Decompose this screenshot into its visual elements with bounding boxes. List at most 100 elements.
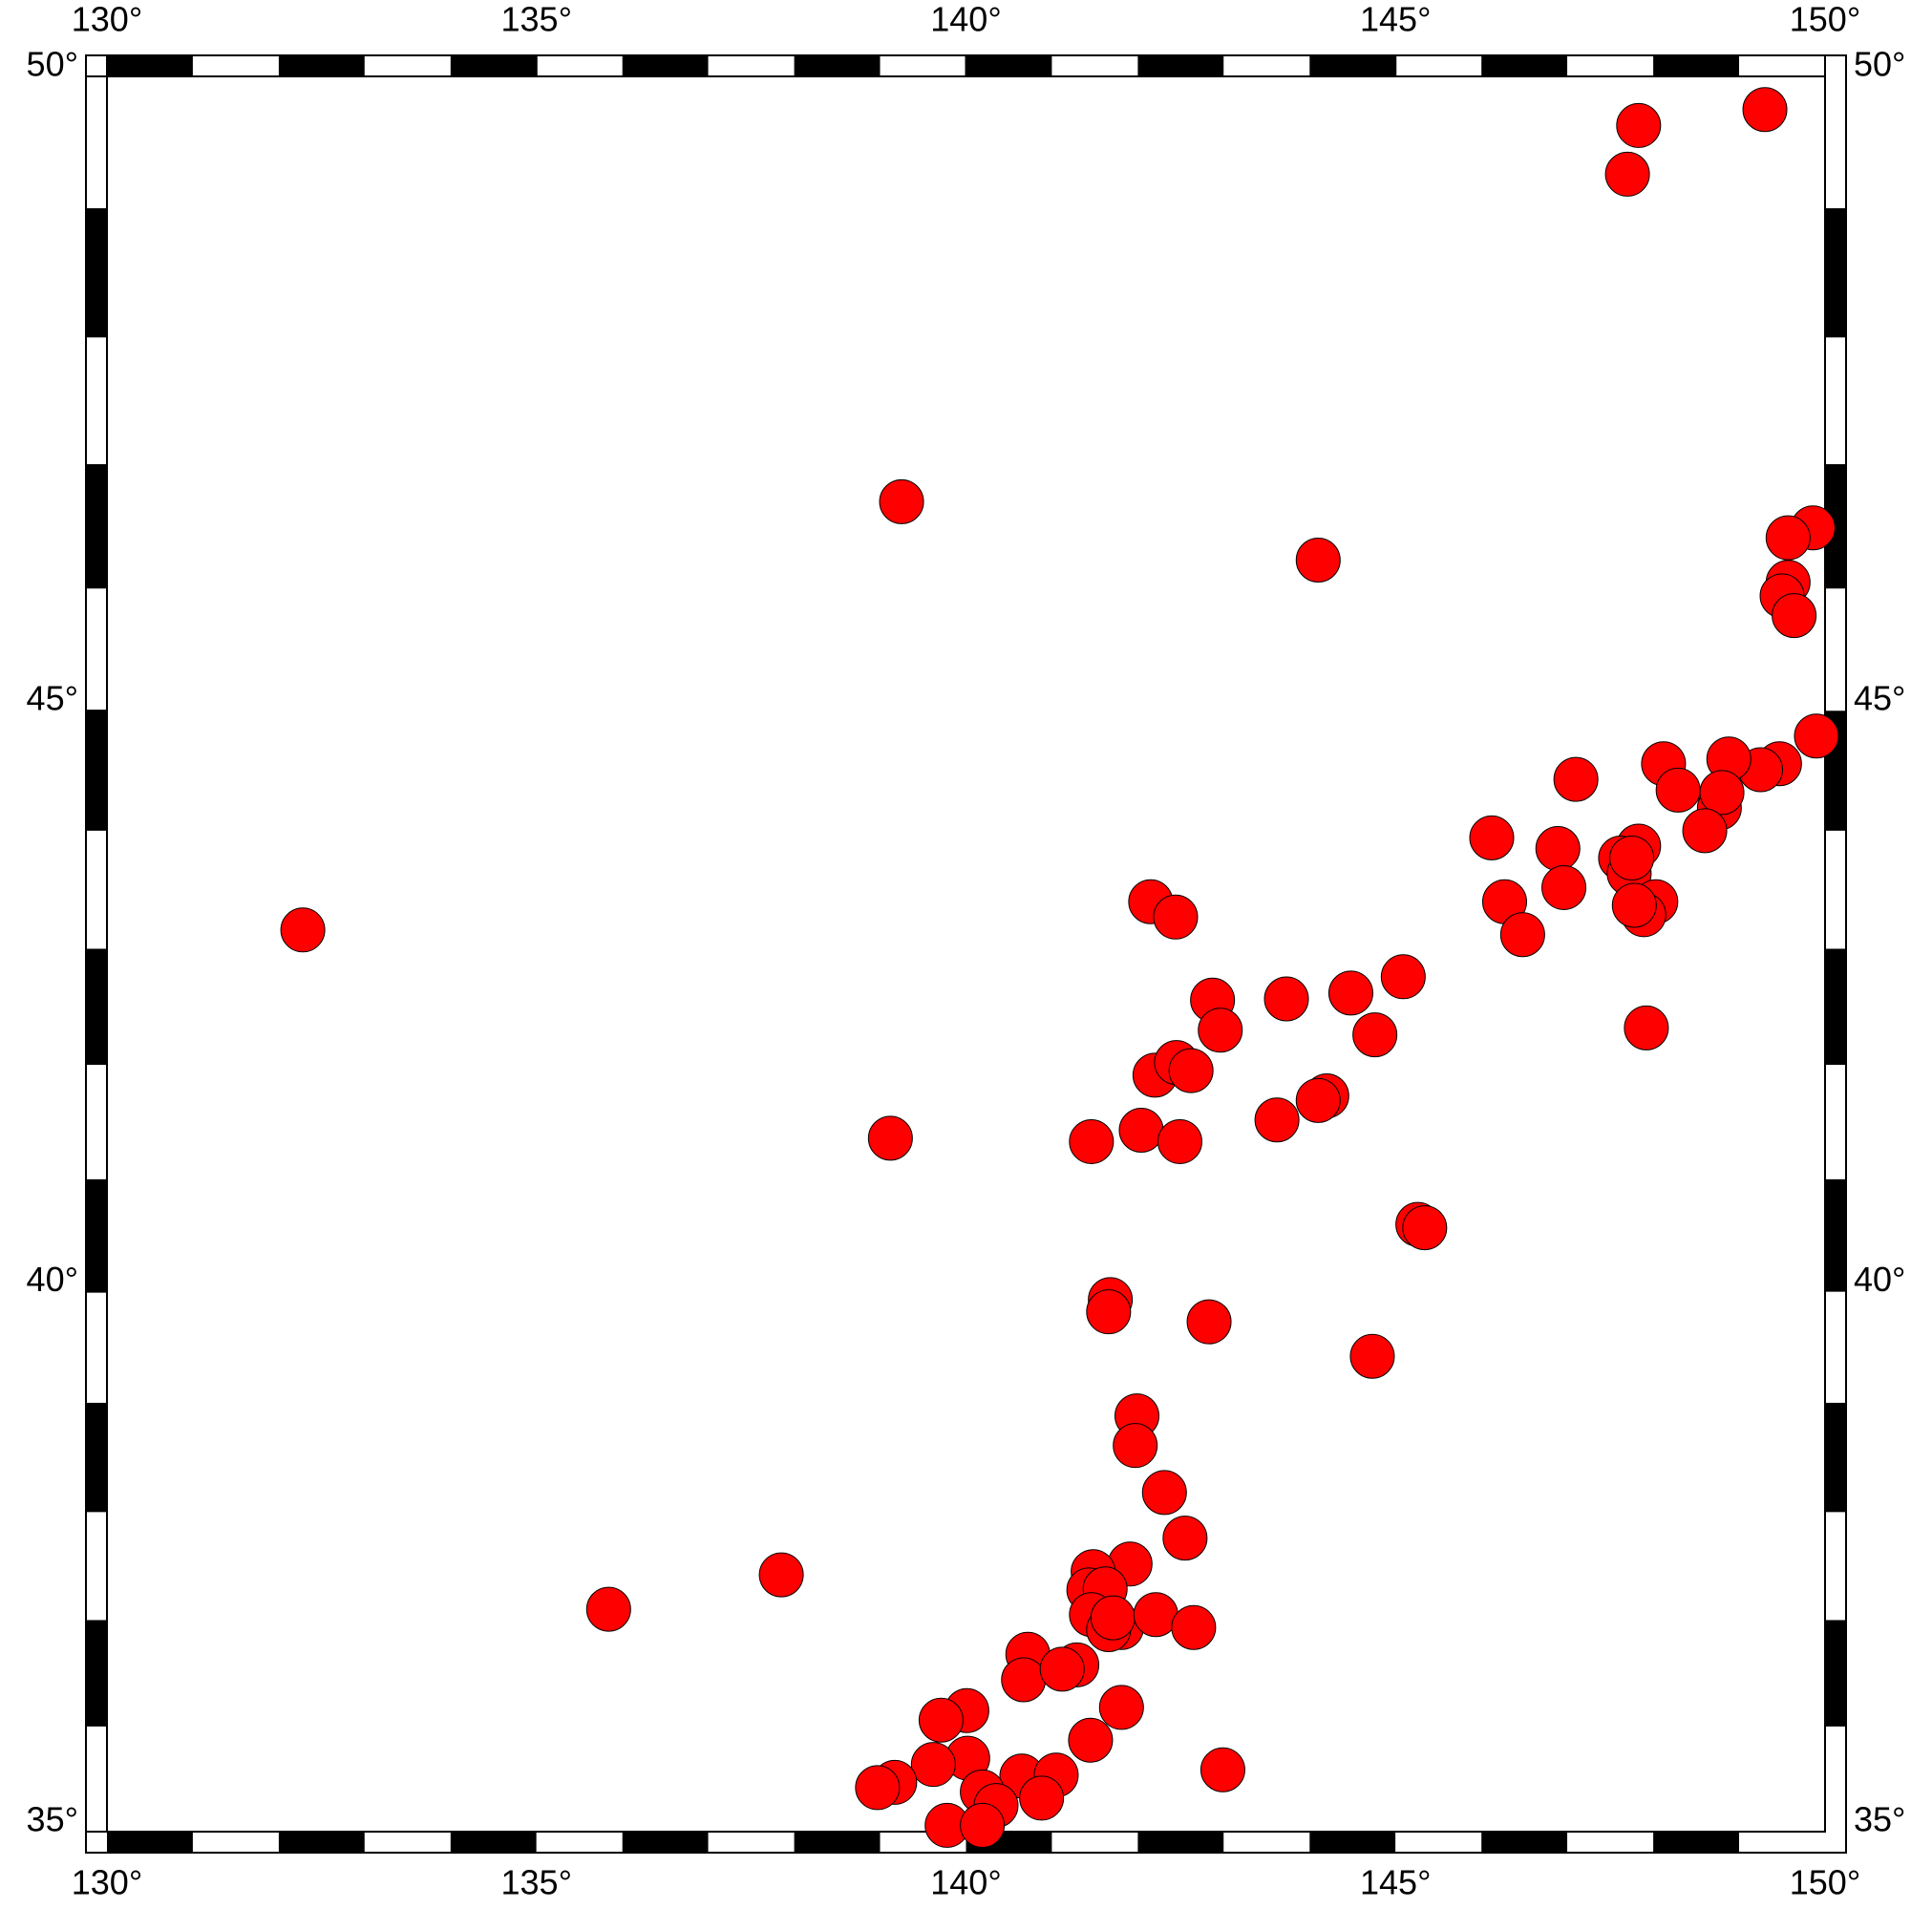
y-tick-label: 45° xyxy=(27,679,78,718)
x-tick-label: 145° xyxy=(1360,1863,1431,1902)
epicenter xyxy=(1541,864,1587,910)
frame-segment xyxy=(86,1512,107,1621)
epicenter xyxy=(1794,713,1839,759)
frame-segment xyxy=(1395,55,1482,76)
epicenter xyxy=(1118,1107,1164,1153)
epicenter xyxy=(1113,1423,1158,1469)
frame-segment xyxy=(1137,1832,1224,1853)
frame-segment xyxy=(1051,1832,1138,1853)
epicenter xyxy=(1141,1470,1187,1516)
epicenter xyxy=(1553,756,1599,802)
frame-segment xyxy=(107,1832,193,1853)
frame-segment xyxy=(708,1832,795,1853)
frame-segment xyxy=(86,711,107,831)
frame-segment xyxy=(1825,76,1846,209)
frame-segment xyxy=(1825,1178,1846,1292)
frame-segment xyxy=(86,76,107,209)
frame-segment xyxy=(1481,1832,1568,1853)
frame-segment xyxy=(86,208,107,338)
epicenter xyxy=(1068,1717,1114,1763)
frame-segment xyxy=(86,1726,107,1832)
epicenter xyxy=(1699,770,1745,816)
frame-segment xyxy=(1825,1512,1846,1621)
frame-segment xyxy=(1739,1832,1825,1853)
frame-segment xyxy=(86,464,107,589)
frame-segment xyxy=(966,55,1052,76)
epicenter xyxy=(1349,1333,1395,1379)
epicenter xyxy=(1609,835,1655,880)
epicenter xyxy=(1090,1595,1136,1641)
epicenter xyxy=(1380,954,1426,1000)
epicenter xyxy=(960,1802,1006,1848)
frame-segment xyxy=(1051,55,1138,76)
frame-segment xyxy=(880,55,966,76)
x-tick-label: 145° xyxy=(1360,0,1431,39)
frame-segment xyxy=(364,1832,451,1853)
frame-segment xyxy=(450,55,537,76)
frame-segment xyxy=(107,55,193,76)
epicenter xyxy=(1069,1118,1115,1164)
frame-segment xyxy=(794,55,881,76)
epicenter xyxy=(1765,515,1811,561)
frame-segment xyxy=(192,55,279,76)
x-tick-label: 135° xyxy=(501,0,572,39)
x-tick-label: 140° xyxy=(930,1863,1001,1902)
epicenter xyxy=(1469,815,1515,860)
epicenter xyxy=(1535,826,1581,872)
frame-segment xyxy=(708,55,795,76)
epicenter xyxy=(1157,1118,1202,1164)
frame-segment xyxy=(1825,830,1846,949)
frame-segment xyxy=(622,1832,709,1853)
epicenter xyxy=(867,1115,913,1161)
frame-segment xyxy=(86,337,107,465)
epicenter xyxy=(1295,538,1341,583)
y-tick-label: 35° xyxy=(27,1800,78,1839)
frame-segment xyxy=(1309,1832,1396,1853)
epicenter xyxy=(1352,1012,1398,1058)
frame-segment xyxy=(86,1065,107,1179)
frame-segment xyxy=(192,1832,279,1853)
frame-segment xyxy=(86,1620,107,1727)
epicenter xyxy=(1604,151,1650,197)
frame-segment xyxy=(1825,948,1846,1066)
frame-segment xyxy=(1395,1832,1482,1853)
frame-inner xyxy=(106,75,1826,1833)
frame-segment xyxy=(86,1291,107,1403)
epicenter xyxy=(1624,1005,1669,1050)
epicenter xyxy=(1402,1205,1448,1251)
frame-segment xyxy=(86,588,107,711)
epicenter xyxy=(1327,970,1373,1016)
frame-segment xyxy=(1825,1402,1846,1513)
frame-segment xyxy=(1825,1620,1846,1727)
frame-segment xyxy=(86,1402,107,1513)
epicenter xyxy=(758,1552,804,1598)
frame-segment xyxy=(1567,1832,1654,1853)
frame-segment xyxy=(1825,588,1846,711)
frame-segment xyxy=(450,1832,537,1853)
x-tick-label: 130° xyxy=(72,1863,142,1902)
epicenter xyxy=(1655,767,1701,813)
epicenter xyxy=(1168,1048,1214,1093)
y-tick-label: 50° xyxy=(27,45,78,84)
y-tick-label: 50° xyxy=(1854,45,1905,84)
frame-segment xyxy=(1825,1726,1846,1832)
frame-segment xyxy=(364,55,451,76)
x-tick-label: 150° xyxy=(1790,1863,1860,1902)
x-tick-label: 140° xyxy=(930,0,1001,39)
frame-segment xyxy=(86,948,107,1066)
frame-segment xyxy=(536,55,623,76)
x-tick-label: 135° xyxy=(501,1863,572,1902)
epicenter xyxy=(918,1697,964,1743)
epicenter xyxy=(1039,1646,1085,1692)
epicenter xyxy=(1133,1592,1178,1638)
frame-segment xyxy=(86,830,107,949)
frame-segment xyxy=(1567,55,1654,76)
epicenter xyxy=(1171,1604,1217,1650)
epicenter xyxy=(1772,593,1817,639)
epicenter xyxy=(855,1765,901,1811)
frame-segment xyxy=(1739,55,1825,76)
epicenter xyxy=(910,1742,956,1788)
epicenter xyxy=(1682,808,1728,854)
y-tick-label: 40° xyxy=(1854,1260,1905,1299)
